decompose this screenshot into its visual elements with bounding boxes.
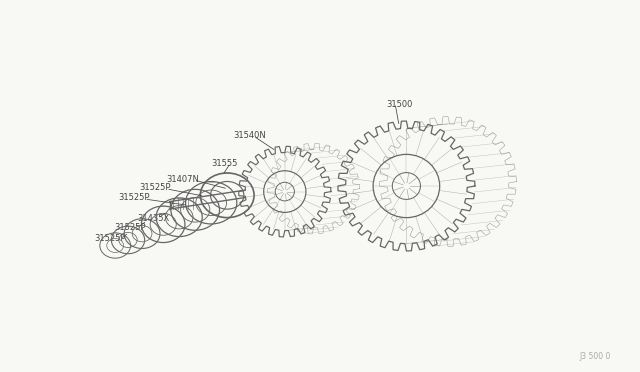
- Text: 31500: 31500: [386, 100, 412, 109]
- Text: 31435X: 31435X: [138, 214, 170, 223]
- Text: 31525P: 31525P: [140, 183, 171, 192]
- Text: 31525P: 31525P: [118, 193, 150, 202]
- Text: 31525P: 31525P: [95, 234, 126, 243]
- Text: 31407N: 31407N: [166, 175, 199, 184]
- Text: 31555: 31555: [211, 159, 237, 168]
- Text: 31540N: 31540N: [234, 131, 266, 140]
- Text: J3 500 0: J3 500 0: [580, 352, 611, 361]
- Text: 31525P: 31525P: [114, 223, 145, 232]
